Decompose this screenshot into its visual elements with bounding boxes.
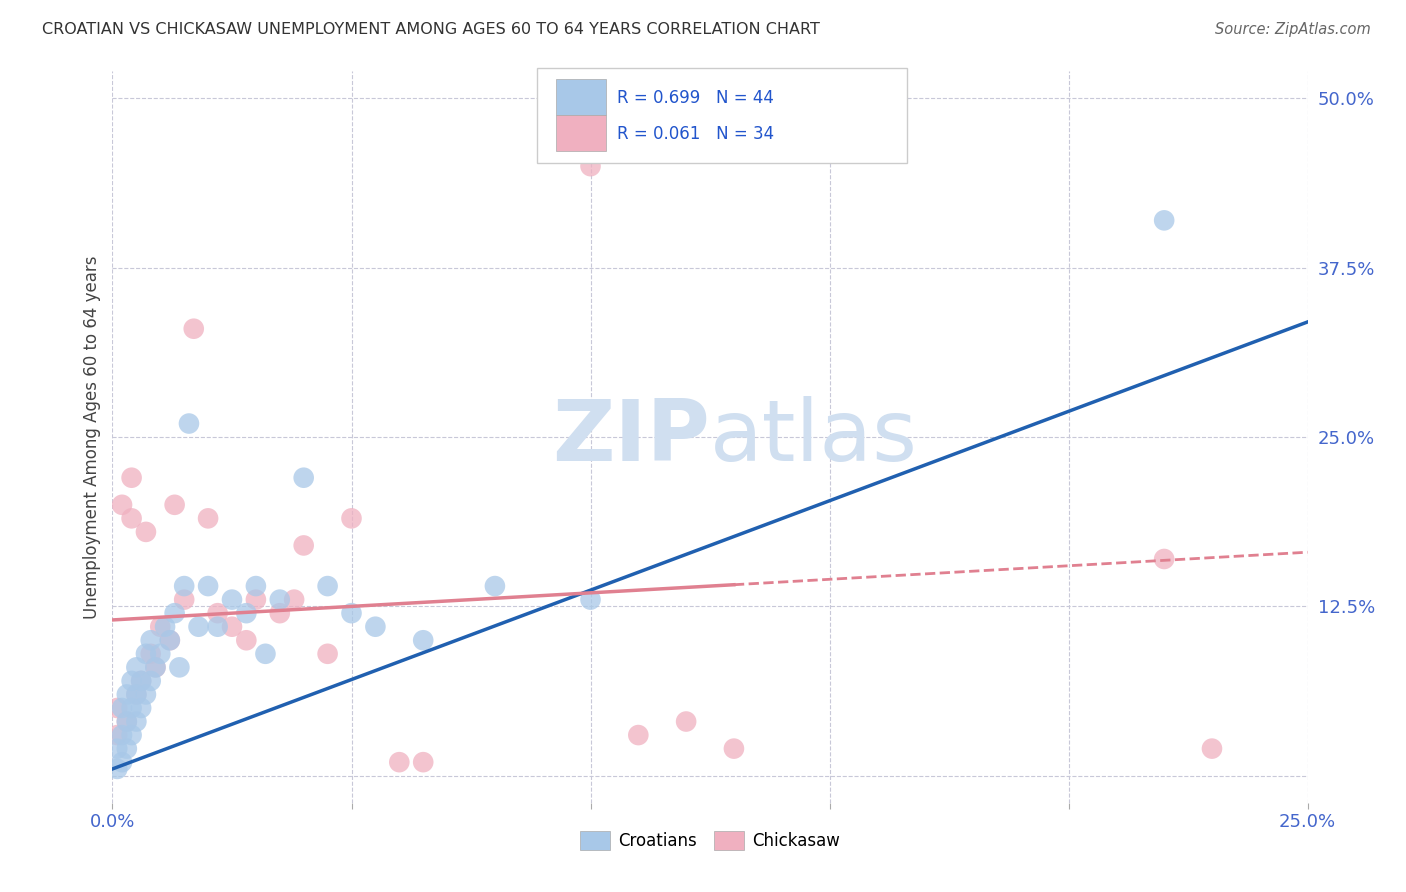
Point bbox=[105, 728, 128, 742]
Point bbox=[125, 688, 148, 702]
Point bbox=[187, 620, 209, 634]
Point bbox=[129, 673, 152, 688]
Point bbox=[115, 714, 138, 729]
Point bbox=[221, 620, 243, 634]
FancyBboxPatch shape bbox=[555, 79, 606, 115]
Point bbox=[173, 592, 195, 607]
Point bbox=[1153, 552, 1175, 566]
Point bbox=[627, 728, 650, 742]
Point bbox=[129, 701, 152, 715]
Point bbox=[579, 592, 602, 607]
Point bbox=[183, 322, 205, 336]
Point bbox=[364, 620, 387, 634]
Point bbox=[111, 498, 134, 512]
Point bbox=[316, 579, 339, 593]
Point bbox=[235, 633, 257, 648]
Point bbox=[135, 647, 157, 661]
Point bbox=[163, 606, 186, 620]
Point bbox=[235, 606, 257, 620]
Point bbox=[579, 159, 602, 173]
Point bbox=[283, 592, 305, 607]
Point bbox=[159, 633, 181, 648]
Text: R = 0.061   N = 34: R = 0.061 N = 34 bbox=[617, 125, 773, 144]
Point bbox=[125, 688, 148, 702]
Point bbox=[269, 592, 291, 607]
Point bbox=[121, 728, 143, 742]
Point bbox=[125, 714, 148, 729]
Point bbox=[105, 701, 128, 715]
Point bbox=[129, 673, 152, 688]
Point bbox=[125, 660, 148, 674]
Point bbox=[139, 647, 162, 661]
Point bbox=[254, 647, 277, 661]
Point bbox=[139, 673, 162, 688]
Point bbox=[292, 471, 315, 485]
Point bbox=[135, 524, 157, 539]
Point bbox=[145, 660, 167, 674]
Point bbox=[121, 471, 143, 485]
Point bbox=[388, 755, 411, 769]
Point bbox=[197, 579, 219, 593]
Point bbox=[121, 701, 143, 715]
Text: CROATIAN VS CHICKASAW UNEMPLOYMENT AMONG AGES 60 TO 64 YEARS CORRELATION CHART: CROATIAN VS CHICKASAW UNEMPLOYMENT AMONG… bbox=[42, 22, 820, 37]
Point bbox=[484, 579, 506, 593]
Point bbox=[207, 606, 229, 620]
Text: ZIP: ZIP bbox=[553, 395, 710, 479]
Point bbox=[1153, 213, 1175, 227]
Point bbox=[121, 673, 143, 688]
FancyBboxPatch shape bbox=[537, 68, 907, 163]
Text: Source: ZipAtlas.com: Source: ZipAtlas.com bbox=[1215, 22, 1371, 37]
Point bbox=[105, 741, 128, 756]
Point bbox=[145, 660, 167, 674]
Point bbox=[177, 417, 200, 431]
Point bbox=[197, 511, 219, 525]
Point bbox=[159, 633, 181, 648]
Legend: Croatians, Chickasaw: Croatians, Chickasaw bbox=[574, 824, 846, 856]
Point bbox=[207, 620, 229, 634]
Point bbox=[340, 606, 363, 620]
Point bbox=[115, 741, 138, 756]
Point bbox=[111, 755, 134, 769]
Point bbox=[149, 647, 172, 661]
Text: atlas: atlas bbox=[710, 395, 918, 479]
Point bbox=[163, 498, 186, 512]
Point bbox=[153, 620, 176, 634]
Point bbox=[221, 592, 243, 607]
Point bbox=[111, 701, 134, 715]
Point bbox=[723, 741, 745, 756]
Point bbox=[292, 538, 315, 552]
Text: R = 0.699   N = 44: R = 0.699 N = 44 bbox=[617, 88, 773, 107]
Point bbox=[412, 633, 434, 648]
Point bbox=[412, 755, 434, 769]
Point bbox=[149, 620, 172, 634]
Point bbox=[139, 633, 162, 648]
Y-axis label: Unemployment Among Ages 60 to 64 years: Unemployment Among Ages 60 to 64 years bbox=[83, 255, 101, 619]
Point bbox=[269, 606, 291, 620]
Point bbox=[115, 688, 138, 702]
Point bbox=[135, 688, 157, 702]
Point bbox=[245, 592, 267, 607]
Point bbox=[675, 714, 697, 729]
Point bbox=[121, 511, 143, 525]
Point bbox=[111, 728, 134, 742]
FancyBboxPatch shape bbox=[555, 115, 606, 151]
Point bbox=[115, 714, 138, 729]
Point bbox=[169, 660, 191, 674]
Point bbox=[1201, 741, 1223, 756]
Point bbox=[173, 579, 195, 593]
Point bbox=[316, 647, 339, 661]
Point bbox=[245, 579, 267, 593]
Point bbox=[340, 511, 363, 525]
Point bbox=[105, 762, 128, 776]
